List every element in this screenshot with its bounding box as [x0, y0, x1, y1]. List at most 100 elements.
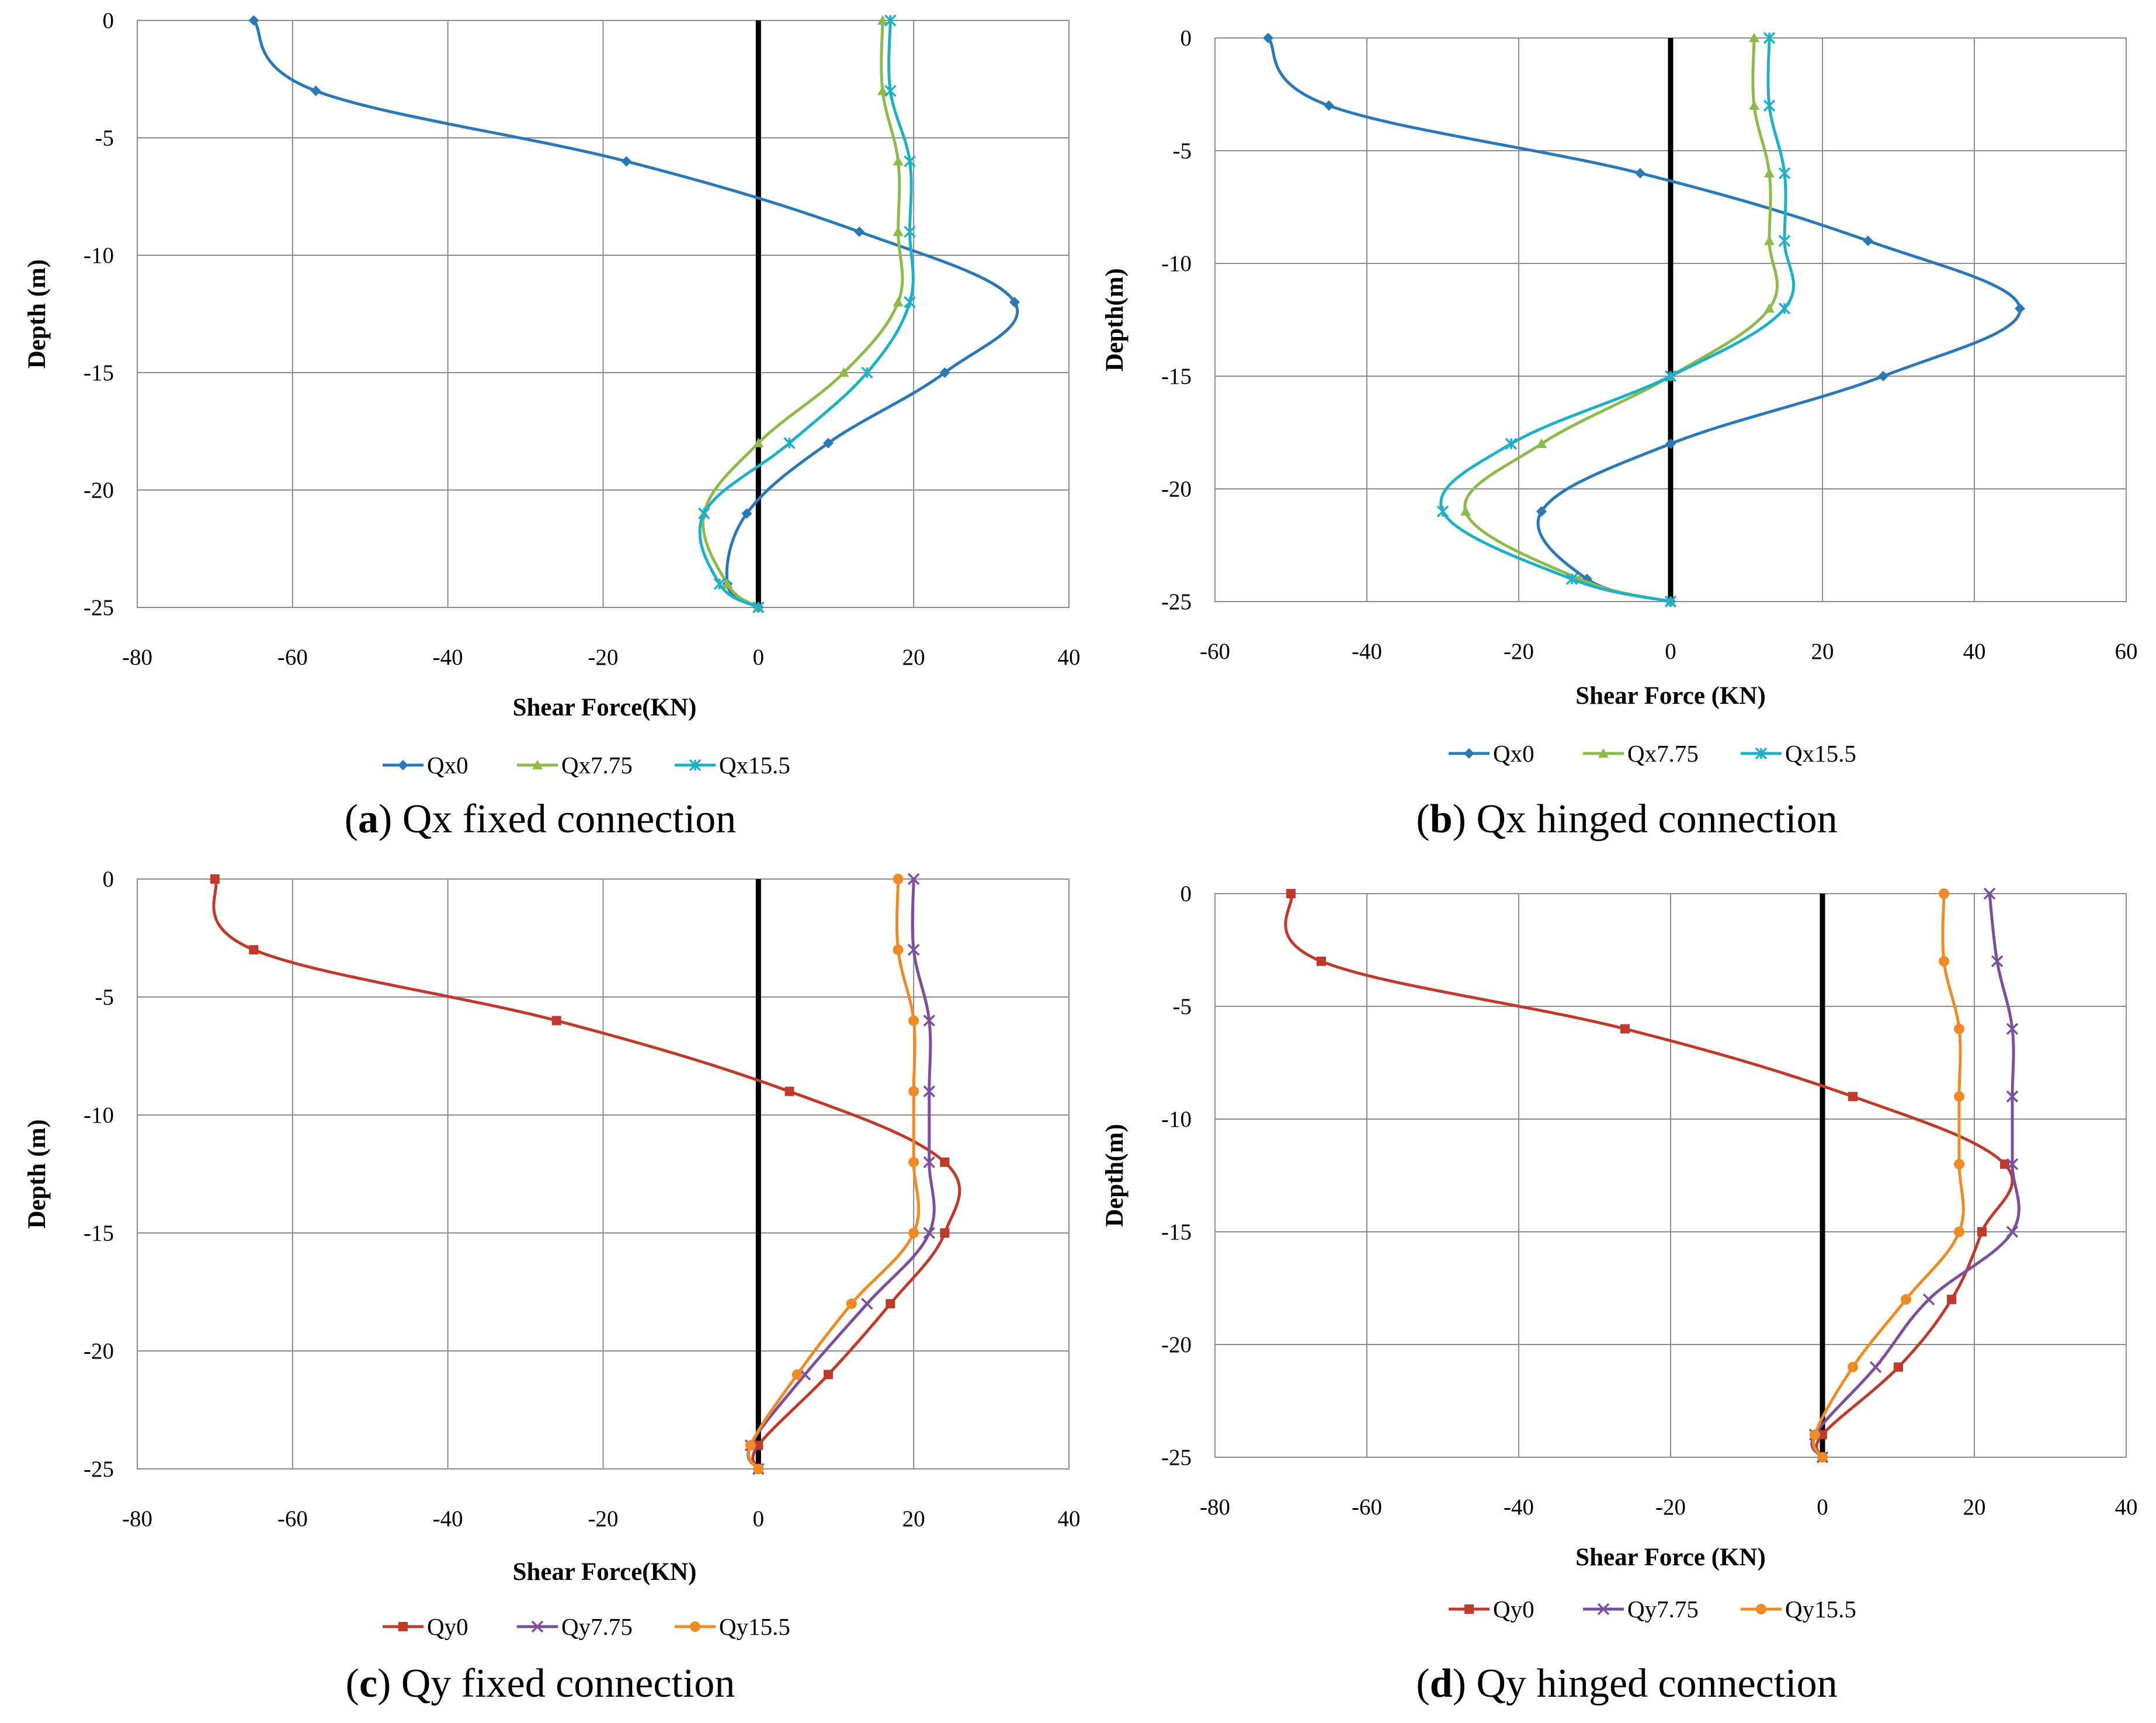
data-point: [210, 874, 220, 884]
caption-letter: d: [1430, 1661, 1453, 1706]
legend-marker: [398, 1622, 408, 1631]
data-point: [1810, 1429, 1820, 1440]
data-point: [1922, 1293, 1935, 1306]
plot-frame: [137, 878, 1070, 1470]
data-point: [1665, 438, 1676, 449]
y-tick-label: -5: [1173, 994, 1192, 1019]
x-tick-label: 0: [1665, 639, 1676, 664]
caption-letter: c: [359, 1661, 377, 1706]
legend-marker: [1598, 748, 1609, 758]
data-point: [838, 367, 849, 377]
data-point: [1635, 168, 1645, 179]
data-point: [1536, 438, 1547, 448]
series-Qx15.5: [1436, 32, 1796, 608]
data-point: [1817, 1452, 1828, 1463]
x-tick-label: -80: [122, 1506, 152, 1531]
data-point: [1565, 573, 1578, 585]
x-tick-label: 60: [2115, 639, 2138, 664]
x-axis-title: Shear Force (KN): [1575, 1544, 1766, 1571]
x-tick-label: 20: [1963, 1495, 1986, 1520]
data-point: [1894, 1362, 1903, 1372]
legend-marker: [1464, 748, 1474, 759]
data-point: [884, 85, 897, 97]
data-point: [1664, 370, 1677, 383]
data-point: [741, 508, 752, 519]
caption-text: Qy fixed connection: [401, 1661, 735, 1706]
data-point: [1939, 888, 1949, 899]
data-point: [1977, 1227, 1987, 1236]
y-tick-label: -15: [84, 360, 114, 385]
data-point: [754, 1440, 763, 1450]
plot-frame: [1214, 893, 2127, 1458]
data-point: [877, 15, 888, 25]
y-tick-label: -15: [84, 1221, 114, 1246]
data-point: [551, 1016, 561, 1026]
y-tick-label: -5: [95, 126, 114, 151]
data-point: [893, 156, 904, 166]
x-tick-label: 20: [902, 1506, 925, 1531]
data-point: [1869, 1361, 1882, 1373]
legend-label: Qx15.5: [1785, 740, 1856, 767]
chart-panel-b: -60 -40 -20 0 20 40 60 0 -5 -10 -15 -20 -25 Shear For…: [1101, 26, 2138, 842]
data-point: [1763, 99, 1776, 112]
y-tick-label: -10: [1161, 1107, 1192, 1132]
data-point: [1763, 32, 1776, 44]
series-line: [1439, 37, 1796, 603]
data-point: [248, 15, 259, 26]
data-point: [1778, 302, 1791, 315]
caption-text: Qx fixed connection: [402, 797, 736, 842]
data-point: [904, 296, 916, 308]
data-point: [923, 1085, 935, 1097]
x-tick-label: -60: [1200, 639, 1230, 664]
legend-label: Qy15.5: [1785, 1596, 1856, 1623]
x-tick-label: 20: [1811, 639, 1834, 664]
legend-label: Qx0: [427, 752, 468, 779]
series-line: [698, 20, 915, 609]
data-point: [1505, 437, 1518, 450]
x-tick-label: -20: [1655, 1495, 1686, 1520]
series-line: [1810, 893, 2020, 1458]
y-axis-title: Depth(m): [1101, 1124, 1129, 1227]
data-point: [893, 944, 904, 956]
data-point: [940, 1228, 950, 1238]
legend-label: Qy15.5: [719, 1613, 790, 1640]
y-tick-label: 0: [1181, 881, 1192, 906]
y-tick-label: -10: [84, 1103, 114, 1128]
data-point: [893, 297, 904, 307]
y-axis-title: Depth(m): [1101, 268, 1129, 371]
data-point: [861, 366, 873, 379]
x-axis-title: Shear Force(KN): [513, 1558, 697, 1586]
data-point: [877, 85, 888, 95]
x-tick-label: -60: [1352, 1495, 1382, 1520]
data-point: [1460, 506, 1471, 516]
x-tick-label: -20: [1504, 639, 1534, 664]
data-point: [884, 14, 897, 27]
x-tick-label: 20: [902, 645, 925, 670]
panel-caption: (a) Qx fixed connection: [345, 797, 737, 842]
data-point: [1983, 887, 1996, 900]
series-Qy0: [210, 874, 961, 1474]
data-point: [893, 874, 904, 884]
data-point: [1764, 235, 1775, 245]
data-point: [846, 1298, 857, 1309]
series-line: [747, 878, 936, 1470]
legend: Qx0 Qx7.75 Qx15.5: [383, 752, 790, 779]
x-tick-label: -80: [1200, 1495, 1230, 1520]
series-Qy15.5: [1810, 888, 1965, 1463]
series-Qy7.75: [1808, 887, 2020, 1464]
chart-panel-c: -80 -60 -40 -20 0 20 40 0 -5 -10 -15 -20 -25 Shear Fo…: [23, 867, 1081, 1706]
data-point: [1848, 1361, 1858, 1373]
legend-marker: [1755, 747, 1768, 760]
panel-caption: (d) Qy hinged connection: [1416, 1661, 1837, 1706]
legend-marker: [1464, 1604, 1474, 1614]
series-Qy15.5: [745, 874, 921, 1474]
series-line: [1812, 893, 1965, 1458]
data-point: [783, 437, 796, 449]
x-tick-label: -40: [433, 1506, 463, 1531]
data-point: [1536, 506, 1547, 517]
x-tick-label: 0: [753, 645, 765, 670]
x-tick-label: 0: [753, 1506, 765, 1531]
series-line: [212, 878, 961, 1470]
y-tick-label: -15: [1161, 364, 1192, 389]
y-tick-label: -25: [84, 1457, 114, 1482]
